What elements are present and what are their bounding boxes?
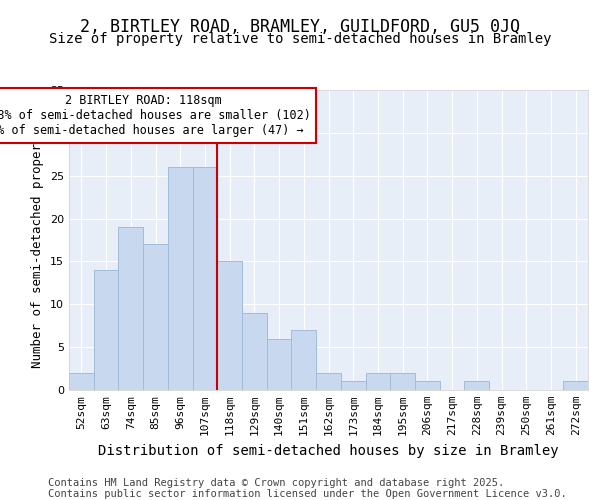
Bar bbox=[365, 373, 390, 390]
Text: Size of property relative to semi-detached houses in Bramley: Size of property relative to semi-detach… bbox=[49, 32, 551, 46]
Bar bbox=[267, 338, 292, 390]
Bar bbox=[292, 330, 316, 390]
Text: 2, BIRTLEY ROAD, BRAMLEY, GUILDFORD, GU5 0JQ: 2, BIRTLEY ROAD, BRAMLEY, GUILDFORD, GU5… bbox=[80, 18, 520, 36]
Bar bbox=[69, 373, 94, 390]
Bar bbox=[316, 373, 341, 390]
Bar bbox=[143, 244, 168, 390]
Bar bbox=[193, 167, 217, 390]
Bar bbox=[118, 227, 143, 390]
Bar bbox=[217, 262, 242, 390]
Bar bbox=[242, 313, 267, 390]
Bar bbox=[341, 382, 365, 390]
Bar bbox=[563, 382, 588, 390]
X-axis label: Distribution of semi-detached houses by size in Bramley: Distribution of semi-detached houses by … bbox=[98, 444, 559, 458]
Y-axis label: Number of semi-detached properties: Number of semi-detached properties bbox=[31, 112, 44, 368]
Bar bbox=[415, 382, 440, 390]
Bar bbox=[390, 373, 415, 390]
Text: 2 BIRTLEY ROAD: 118sqm
← 68% of semi-detached houses are smaller (102)
31% of se: 2 BIRTLEY ROAD: 118sqm ← 68% of semi-det… bbox=[0, 94, 311, 138]
Text: Contains HM Land Registry data © Crown copyright and database right 2025.
Contai: Contains HM Land Registry data © Crown c… bbox=[48, 478, 567, 499]
Bar bbox=[94, 270, 118, 390]
Bar bbox=[464, 382, 489, 390]
Bar bbox=[168, 167, 193, 390]
